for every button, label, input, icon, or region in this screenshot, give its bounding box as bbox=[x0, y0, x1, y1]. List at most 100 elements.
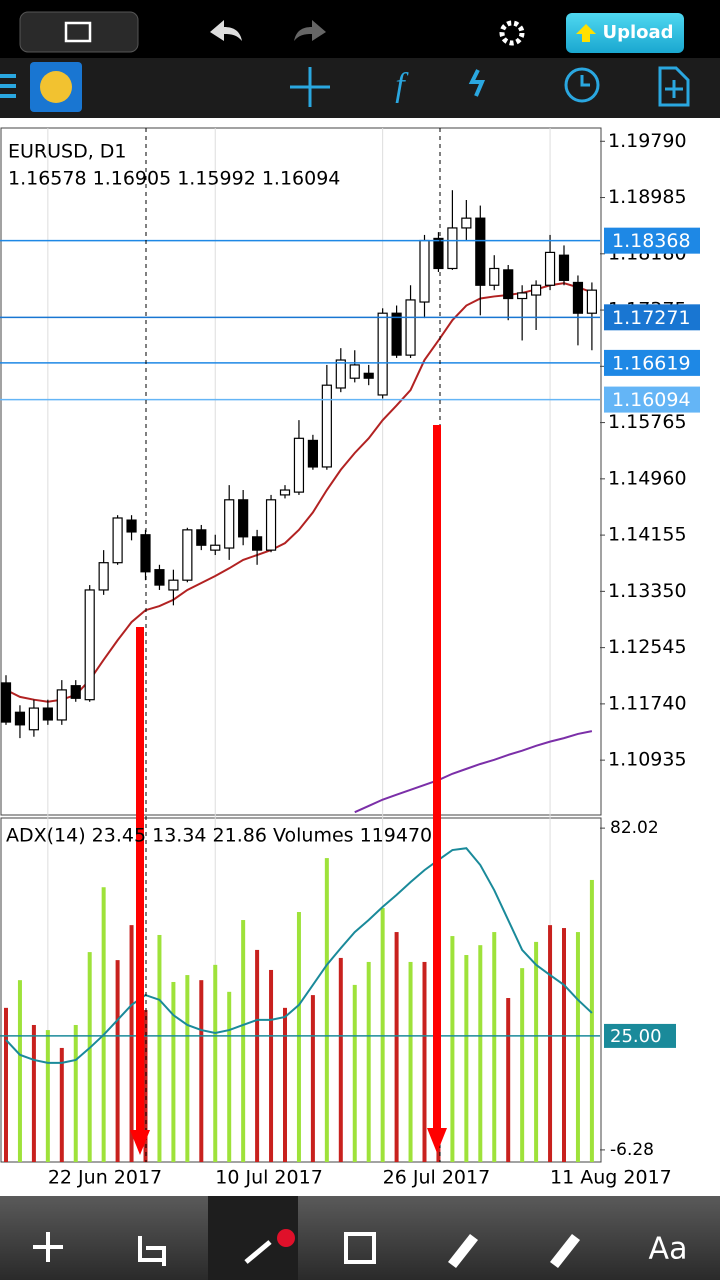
candle-body bbox=[558, 254, 570, 281]
volume-bar bbox=[31, 1024, 36, 1162]
y-tick-label: -6.28 bbox=[610, 1140, 654, 1160]
volume-bar bbox=[59, 1047, 64, 1162]
image-icon bbox=[64, 21, 92, 43]
redo-icon[interactable] bbox=[294, 20, 326, 41]
move-icon[interactable] bbox=[33, 1232, 63, 1262]
volume-bar bbox=[562, 928, 566, 1162]
volume-bar bbox=[589, 879, 594, 1162]
volume-bar bbox=[464, 955, 469, 1162]
candle-body bbox=[56, 689, 67, 721]
volume-bar bbox=[87, 952, 92, 1162]
y-tick-label: 82.02 bbox=[610, 818, 659, 838]
crop-icon[interactable] bbox=[138, 1236, 166, 1266]
volume-bar bbox=[17, 980, 22, 1162]
price-level-tag bbox=[604, 227, 700, 254]
volume-bar bbox=[478, 945, 483, 1162]
candle-body bbox=[363, 372, 374, 379]
volume-bar bbox=[157, 934, 162, 1162]
timeframe-icon[interactable] bbox=[564, 67, 600, 103]
text-tool[interactable]: Aa bbox=[649, 1232, 688, 1267]
candle-body bbox=[586, 289, 598, 314]
volume-bar bbox=[101, 887, 106, 1162]
candle-body bbox=[238, 499, 249, 538]
x-tick-label: 11 Aug 2017 bbox=[550, 1167, 672, 1189]
volume-bar bbox=[352, 984, 357, 1162]
candle-body bbox=[70, 685, 81, 699]
candle-body bbox=[196, 529, 207, 546]
moving-average bbox=[354, 730, 593, 814]
candle-body bbox=[433, 237, 444, 270]
candle-body bbox=[126, 519, 137, 533]
volume-bar bbox=[366, 961, 371, 1162]
new-order-icon[interactable] bbox=[658, 66, 690, 107]
x-tick-label: 26 Jul 2017 bbox=[383, 1167, 491, 1189]
volume-bar bbox=[4, 1007, 8, 1162]
candle-body bbox=[503, 269, 514, 300]
candle-body bbox=[154, 569, 165, 586]
crosshair-icon[interactable] bbox=[290, 67, 330, 107]
candle-body bbox=[279, 489, 291, 496]
level-tag bbox=[604, 1023, 676, 1048]
volume-bar bbox=[338, 957, 343, 1162]
candle-body bbox=[349, 364, 360, 379]
clock-hands bbox=[580, 75, 590, 87]
screenshot-button[interactable] bbox=[19, 11, 139, 53]
y-tick-label: 1.12545 bbox=[608, 636, 687, 658]
candle-body bbox=[461, 217, 472, 229]
volume-bar bbox=[324, 858, 329, 1162]
pencil-tool[interactable] bbox=[448, 1234, 478, 1268]
upload-button[interactable] bbox=[566, 13, 684, 53]
volume-bar bbox=[296, 912, 301, 1162]
volume-bar bbox=[450, 936, 455, 1162]
indicator-title: ADX(14) 23.45 13.34 21.86 Volumes 119470 bbox=[6, 825, 432, 847]
volume-bar bbox=[143, 1010, 148, 1162]
volume-bar bbox=[380, 908, 385, 1162]
rect-tool[interactable] bbox=[344, 1232, 376, 1264]
candle-body bbox=[377, 312, 388, 396]
volume-bar bbox=[115, 960, 120, 1162]
y-tick-label: 1.11740 bbox=[608, 692, 687, 714]
volume-bar bbox=[255, 949, 260, 1162]
sub-panel bbox=[0, 817, 602, 1163]
y-tick-label: 1.13350 bbox=[608, 580, 687, 602]
ohlc-readout: 1.16578 1.16905 1.15992 1.16094 bbox=[8, 168, 340, 190]
level-label: 25.00 bbox=[610, 1026, 662, 1047]
annotation-arrow bbox=[136, 425, 441, 1140]
candle-body bbox=[182, 529, 193, 581]
candle-body bbox=[112, 517, 123, 564]
volume-bar bbox=[213, 964, 218, 1162]
candle-body bbox=[84, 589, 95, 701]
candle-body bbox=[321, 384, 332, 468]
plot: 22 Jun 2017 10 Jul 2017 26 Jul 2017 11 Aug … bbox=[0, 128, 700, 1189]
candle-body bbox=[252, 536, 263, 551]
volume-bar bbox=[506, 998, 511, 1162]
trade-icon[interactable] bbox=[468, 69, 486, 97]
volume-bar bbox=[310, 995, 315, 1162]
record-dot bbox=[277, 1229, 295, 1247]
y-tick-label: 1.19790 bbox=[608, 130, 687, 152]
volume-bar bbox=[171, 981, 176, 1162]
pen-tool[interactable] bbox=[244, 1240, 272, 1264]
y-tick-label: 1.10935 bbox=[608, 749, 687, 771]
x-tick-label: 10 Jul 2017 bbox=[215, 1167, 323, 1189]
main-panel bbox=[0, 127, 602, 816]
settings-icon[interactable] bbox=[499, 20, 525, 46]
candle-body bbox=[14, 711, 26, 726]
volume-bar bbox=[185, 975, 190, 1162]
candle-body bbox=[293, 437, 305, 493]
candle-body bbox=[0, 682, 12, 723]
candle-body bbox=[335, 359, 346, 389]
undo-icon[interactable] bbox=[210, 20, 242, 41]
candle-body bbox=[517, 292, 528, 300]
volume-bar bbox=[575, 932, 580, 1162]
price-level-label: 1.17271 bbox=[612, 307, 691, 329]
candle-body bbox=[265, 499, 277, 551]
menu-icon[interactable] bbox=[0, 74, 16, 98]
candle-body bbox=[224, 499, 235, 549]
volume-bar bbox=[199, 980, 204, 1162]
note-tool[interactable] bbox=[550, 1234, 580, 1268]
y-tick-label: 1.18985 bbox=[608, 186, 687, 208]
candle-body bbox=[42, 707, 53, 721]
